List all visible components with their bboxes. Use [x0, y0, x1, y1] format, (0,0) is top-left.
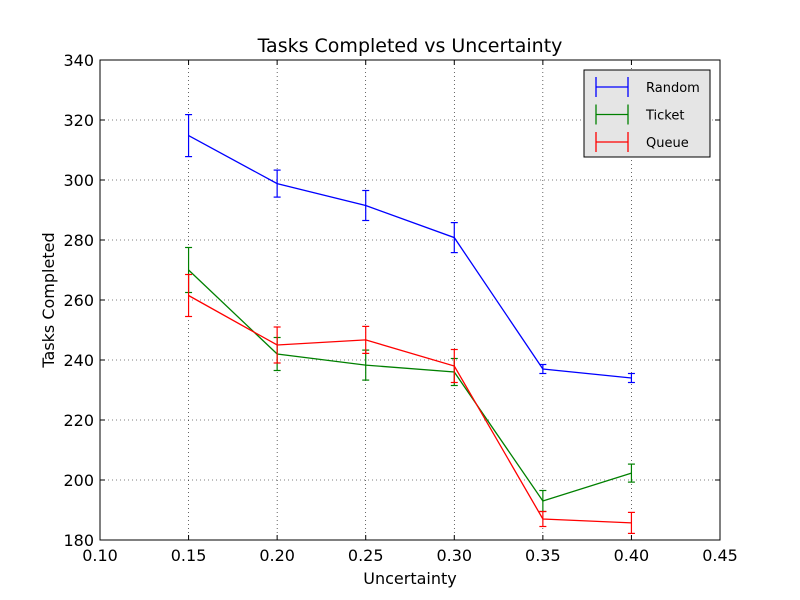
error-bar-queue [185, 273, 193, 318]
y-tick-label: 300 [63, 171, 94, 190]
error-bar-random [627, 372, 635, 384]
legend-label: Random [646, 81, 700, 96]
x-tick-label: 0.20 [259, 546, 295, 565]
error-bar-random [539, 363, 547, 375]
series-ticket [185, 246, 635, 513]
series-line-ticket [188, 269, 632, 502]
legend-label: Queue [646, 136, 689, 151]
series-queue [185, 273, 635, 535]
legend-label: Ticket [645, 109, 684, 124]
legend-item-ticket: Ticket [595, 104, 684, 125]
y-tick-label: 340 [63, 51, 94, 70]
series-line-random [188, 135, 632, 379]
error-bar-ticket [539, 489, 547, 513]
error-bar-queue [450, 348, 458, 384]
error-bar-random [273, 169, 281, 198]
y-tick-label: 200 [63, 471, 94, 490]
y-tick-label: 280 [63, 231, 94, 250]
axis-ticks: 0.10 0.15 0.20 0.25 0.30 0.35 0.40 0.45 180 200 22… [63, 51, 737, 565]
error-bar-random [185, 113, 193, 158]
error-bar-queue [273, 326, 281, 364]
y-axis-title: Tasks Completed [39, 232, 58, 368]
x-tick-label: 0.10 [82, 546, 118, 565]
x-axis-title: Uncertainty [363, 569, 456, 588]
series-group [185, 113, 635, 535]
error-bar-random [450, 222, 458, 254]
x-tick-label: 0.45 [702, 546, 738, 565]
series-line-queue [188, 294, 632, 524]
y-tick-label: 180 [63, 531, 94, 550]
chart-title: Tasks Completed vs Uncertainty [257, 35, 563, 57]
y-tick-label: 260 [63, 291, 94, 310]
y-tick-label: 240 [63, 351, 94, 370]
legend-item-random: Random [595, 77, 700, 97]
y-tick-label: 220 [63, 411, 94, 430]
error-bar-ticket [627, 463, 635, 483]
legend-item-queue: Queue [595, 132, 689, 152]
x-tick-label: 0.40 [614, 546, 650, 565]
error-bar-queue [362, 325, 370, 354]
legend: Random Ticket Queue [583, 69, 711, 158]
x-tick-label: 0.15 [171, 546, 207, 565]
x-tick-label: 0.35 [525, 546, 561, 565]
y-tick-label: 320 [63, 111, 94, 130]
series-random [185, 113, 635, 384]
x-tick-label: 0.30 [436, 546, 472, 565]
error-bar-queue [539, 510, 547, 528]
x-tick-label: 0.25 [348, 546, 384, 565]
error-bar-queue [627, 511, 635, 535]
error-bar-random [362, 189, 370, 222]
